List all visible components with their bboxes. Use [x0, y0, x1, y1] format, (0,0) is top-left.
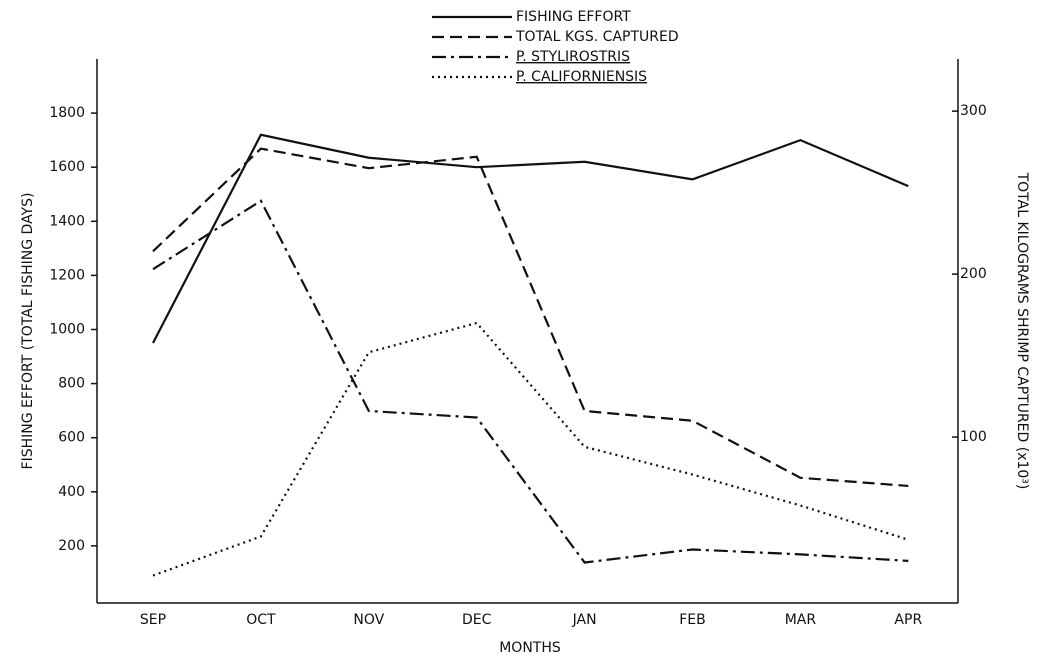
y-tick-label: 1200 — [49, 267, 85, 283]
x-tick-label: OCT — [246, 612, 276, 628]
x-tick-label: NOV — [353, 612, 384, 628]
legend-label: P. CALIFORNIENSIS — [516, 69, 647, 85]
x-axis-title: MONTHS — [499, 640, 561, 656]
y2-tick-label: 200 — [960, 266, 987, 282]
y-tick-label: 800 — [58, 376, 85, 392]
line-series — [152, 133, 909, 344]
y-axis-title: FISHING EFFORT (TOTAL FISHING DAYS) — [20, 193, 36, 470]
legend-label: FISHING EFFORT — [516, 9, 631, 25]
y-tick-label: 400 — [58, 484, 85, 500]
x-tick-label: SEP — [140, 612, 166, 628]
x-tick-label: JAN — [572, 612, 597, 628]
y-tick-label: 1400 — [49, 213, 85, 229]
line-series — [152, 199, 909, 564]
y-tick-label: 600 — [58, 430, 85, 446]
line-series — [152, 321, 909, 577]
legend-label: TOTAL KGS. CAPTURED — [515, 29, 679, 45]
y2-tick-label: 300 — [960, 103, 987, 119]
line-series — [152, 147, 909, 488]
x-tick-label: APR — [894, 612, 922, 628]
y-tick-label: 1000 — [49, 322, 85, 338]
y-tick-label: 1600 — [49, 159, 85, 175]
x-tick-label: FEB — [679, 612, 706, 628]
y2-axis-title: TOTAL KILOGRAMS SHRIMP CAPTURED (x10³) — [1014, 172, 1030, 490]
x-tick-label: MAR — [785, 612, 817, 628]
y2-tick-label: 100 — [960, 429, 987, 445]
y-tick-label: 200 — [58, 538, 85, 554]
x-tick-label: DEC — [462, 612, 492, 628]
y-tick-label: 1800 — [49, 105, 85, 121]
legend-label: P. STYLIROSTRIS — [516, 49, 630, 65]
